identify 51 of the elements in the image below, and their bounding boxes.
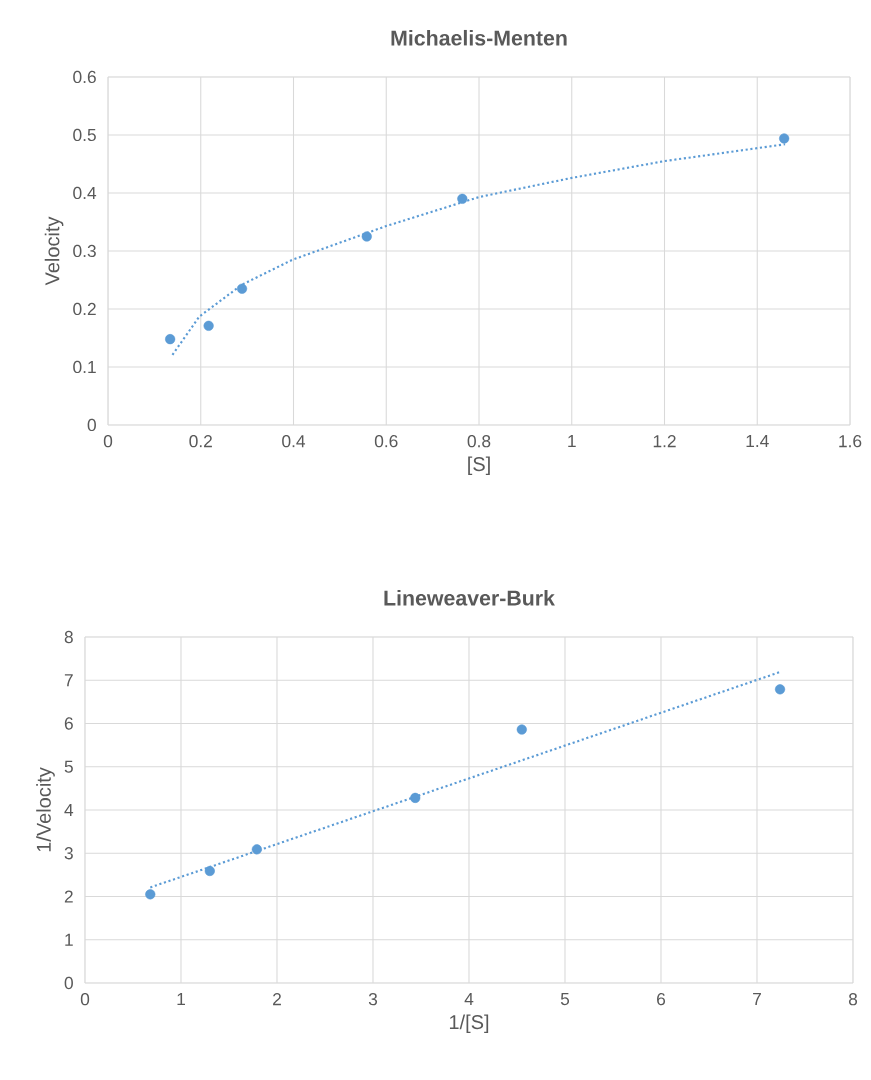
- x-tick-label: 1.4: [746, 435, 769, 447]
- x-tick-label: 0.6: [374, 435, 398, 448]
- y-tick-label: 8: [64, 630, 73, 644]
- x-tick-label: 5: [560, 993, 570, 1006]
- y-tick-label: 0: [64, 976, 73, 990]
- point: [204, 865, 215, 877]
- y-tick-label: 5: [64, 760, 73, 773]
- y-tick-label: 7: [64, 674, 73, 687]
- y-tick-label: 0: [87, 418, 96, 432]
- y-axis-title: 1/Velocity: [36, 767, 55, 852]
- y-tick-label: 0.6: [73, 70, 96, 84]
- x-tick-label: 0.4: [282, 435, 306, 448]
- point: [165, 334, 176, 345]
- x-tick-label: 0: [103, 435, 113, 448]
- y-tick-label: 4: [64, 804, 74, 816]
- y-tick-label: 2: [64, 890, 73, 903]
- point: [236, 283, 248, 294]
- chart-title: Lineweaver-Burk: [384, 589, 555, 606]
- point: [361, 231, 372, 242]
- x-tick-label: 4: [464, 993, 474, 1005]
- y-tick-label: 6: [64, 717, 73, 730]
- x-tick-label: 6: [657, 993, 666, 1006]
- x-tick-label: 7: [753, 993, 761, 1005]
- point: [203, 320, 214, 331]
- x-axis-title: 1/[S]: [449, 1014, 489, 1034]
- point: [251, 844, 262, 855]
- x-tick-label: 8: [848, 993, 858, 1006]
- x-tick-label: 0.2: [189, 435, 212, 448]
- y-tick-label: 0.2: [73, 302, 96, 316]
- x-tick-label: 1.2: [653, 435, 676, 448]
- x-tick-label: 0.8: [467, 435, 491, 448]
- y-tick-label: 0.5: [73, 128, 96, 142]
- x-axis-title: [S]: [468, 456, 490, 476]
- x-tick-label: 2: [273, 993, 281, 1006]
- x-tick-label: 1: [568, 435, 576, 447]
- chart-title: Michaelis-Menten: [391, 29, 567, 46]
- point: [779, 133, 790, 144]
- y-tick-label: 0.4: [73, 186, 97, 200]
- y-tick-label: 1: [65, 933, 73, 946]
- y-tick-label: 3: [64, 847, 73, 860]
- x-tick-label: 1: [177, 993, 185, 1005]
- point: [774, 684, 786, 695]
- y-axis-title: Velocity: [44, 216, 64, 286]
- point: [410, 792, 421, 803]
- y-tick-label: 0.1: [73, 360, 96, 374]
- y-tick-label: 0.3: [73, 244, 96, 258]
- point: [457, 193, 468, 204]
- point: [145, 889, 156, 900]
- x-tick-label: 1.6: [839, 435, 862, 448]
- x-tick-label: 3: [368, 993, 378, 1006]
- point: [516, 724, 527, 735]
